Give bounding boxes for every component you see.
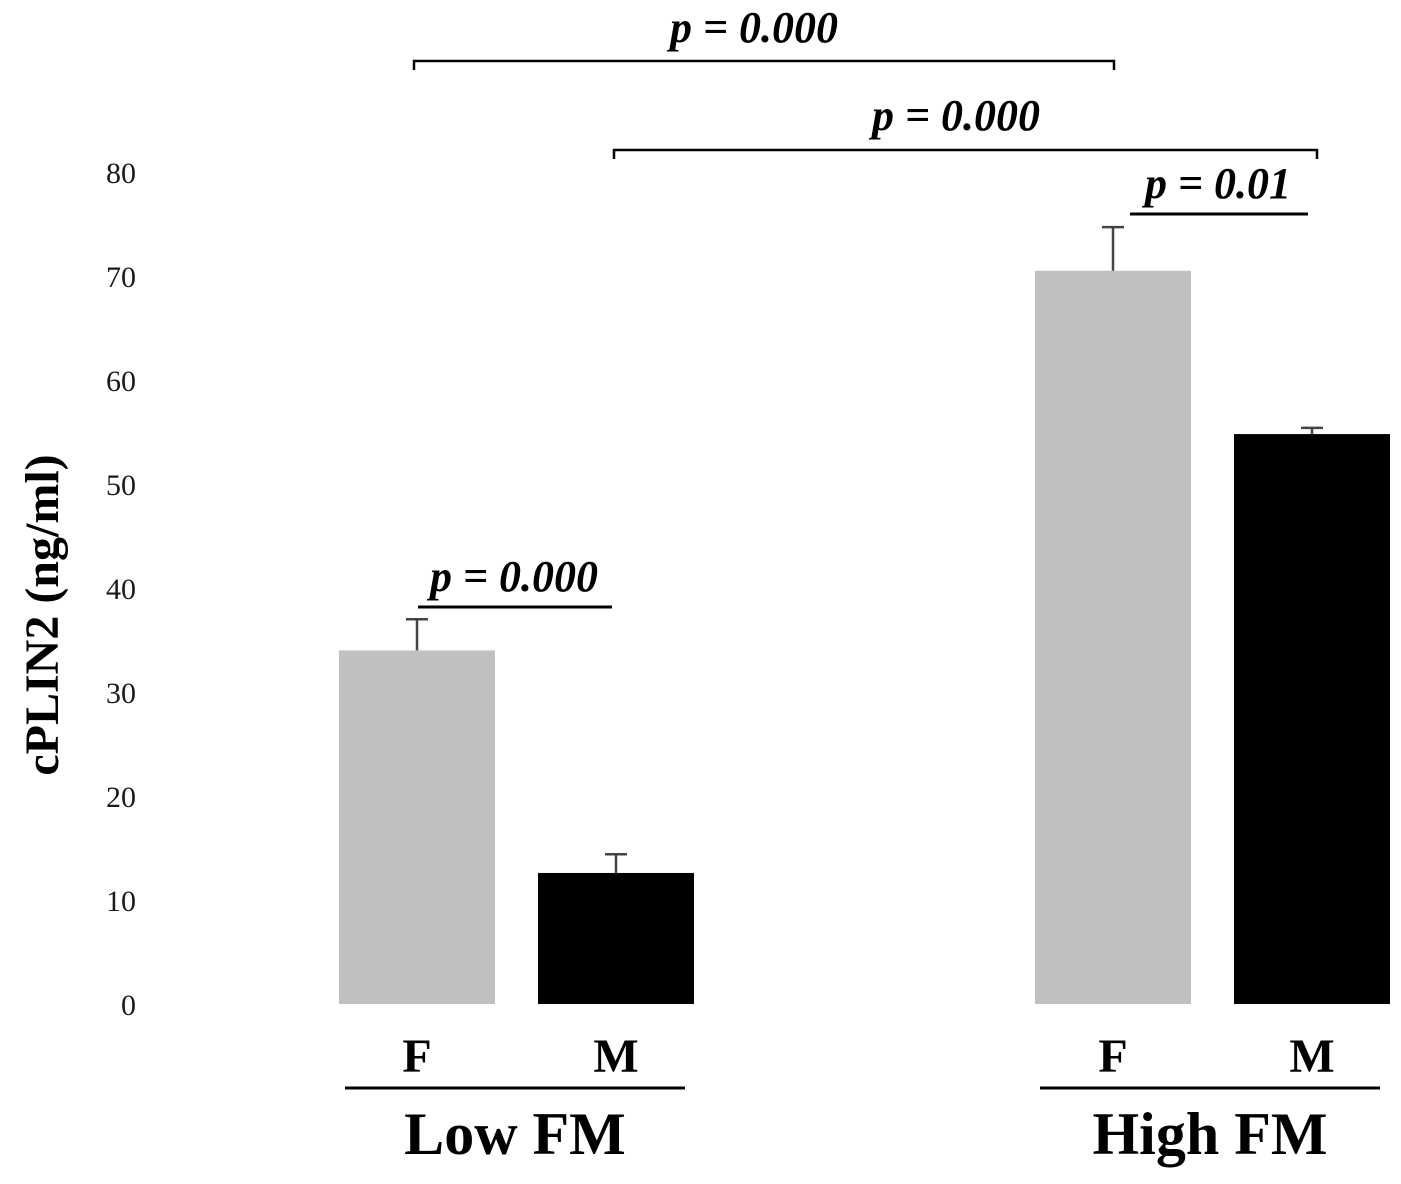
error-bar <box>1301 426 1323 435</box>
significance-annotation: p = 0.000 <box>412 3 1116 70</box>
p-value-label: p = 0.01 <box>1141 159 1291 208</box>
y-axis-title: cPLIN2 (ng/ml) <box>16 454 69 775</box>
error-bar <box>406 617 428 651</box>
y-tick-label: 30 <box>106 677 136 710</box>
error-bar <box>1102 225 1124 271</box>
bar-low-fm-m <box>538 872 694 1004</box>
category-label: M <box>593 1030 638 1083</box>
category-label: F <box>1098 1030 1127 1083</box>
category-label: M <box>1289 1030 1334 1083</box>
group-labels: Low FM High FM <box>345 1086 1380 1167</box>
y-tick-label: 80 <box>106 157 136 190</box>
significance-annotations: p = 0.000 p = 0.000 p = 0.01 p = 0.000 <box>412 3 1319 609</box>
group-label: Low FM <box>404 1101 626 1167</box>
bars <box>339 225 1390 1005</box>
y-tick-label: 40 <box>106 573 136 606</box>
p-value-label: p = 0.000 <box>868 91 1040 140</box>
significance-bracket <box>612 148 1319 159</box>
y-tick-label: 70 <box>106 261 136 294</box>
category-label: F <box>402 1030 431 1083</box>
bar-low-fm-f <box>339 650 495 1004</box>
significance-annotation: p = 0.000 <box>418 552 612 609</box>
bar-high-fm-f <box>1035 270 1191 1004</box>
bar-high-fm-m <box>1234 434 1390 1005</box>
significance-bracket <box>412 59 1116 70</box>
y-tick-label: 10 <box>106 885 136 918</box>
significance-annotation: p = 0.01 <box>1130 159 1308 216</box>
significance-annotation: p = 0.000 <box>612 91 1319 159</box>
p-value-label: p = 0.000 <box>666 3 838 52</box>
error-bar <box>605 852 627 873</box>
group-label: High FM <box>1093 1101 1328 1167</box>
y-tick-label: 0 <box>121 989 136 1022</box>
y-tick-label: 50 <box>106 469 136 502</box>
y-tick-label: 20 <box>106 781 136 814</box>
y-axis-ticks: 0 10 20 30 40 50 60 70 80 <box>106 157 136 1022</box>
p-value-label: p = 0.000 <box>426 552 598 601</box>
y-tick-label: 60 <box>106 365 136 398</box>
